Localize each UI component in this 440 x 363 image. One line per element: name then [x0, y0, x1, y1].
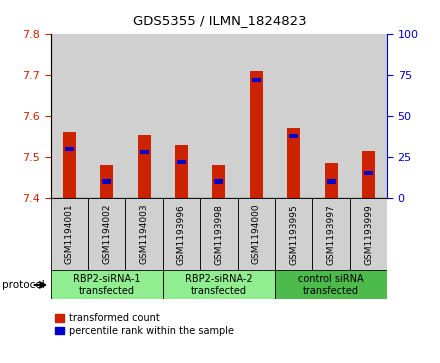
Bar — [200, 34, 238, 198]
Bar — [275, 270, 387, 299]
Bar — [326, 179, 336, 184]
Text: control siRNA
transfected: control siRNA transfected — [298, 274, 364, 296]
Bar — [51, 270, 163, 299]
Bar — [289, 134, 298, 138]
Bar — [177, 160, 186, 164]
Bar — [250, 71, 263, 198]
Bar — [163, 34, 200, 198]
Text: GSM1193998: GSM1193998 — [214, 204, 224, 265]
Text: GSM1194001: GSM1194001 — [65, 204, 74, 265]
Bar — [364, 171, 373, 175]
Text: GSM1194003: GSM1194003 — [139, 204, 149, 265]
Bar — [138, 135, 150, 198]
Text: RBP2-siRNA-1
transfected: RBP2-siRNA-1 transfected — [73, 274, 140, 296]
Bar — [238, 198, 275, 270]
Text: GSM1193997: GSM1193997 — [326, 204, 336, 265]
Bar — [100, 165, 113, 198]
Bar — [125, 34, 163, 198]
Bar — [350, 34, 387, 198]
Bar — [312, 198, 350, 270]
Bar — [350, 198, 387, 270]
Bar — [88, 34, 125, 198]
Bar — [125, 198, 163, 270]
Text: protocol: protocol — [2, 280, 45, 290]
Bar — [238, 34, 275, 198]
Bar — [51, 198, 88, 270]
Bar — [275, 34, 312, 198]
Bar — [213, 165, 225, 198]
Bar — [139, 150, 149, 154]
Text: RBP2-siRNA-2
transfected: RBP2-siRNA-2 transfected — [185, 274, 253, 296]
Bar — [362, 151, 375, 198]
Bar — [214, 179, 224, 184]
Text: GSM1193995: GSM1193995 — [289, 204, 298, 265]
Bar — [287, 129, 300, 198]
Bar — [88, 198, 125, 270]
Bar — [175, 145, 188, 198]
Bar — [200, 198, 238, 270]
Bar — [163, 270, 275, 299]
Bar — [252, 78, 261, 82]
Bar — [325, 163, 337, 198]
Legend: transformed count, percentile rank within the sample: transformed count, percentile rank withi… — [55, 313, 234, 336]
Text: GSM1194000: GSM1194000 — [252, 204, 261, 265]
Bar — [275, 198, 312, 270]
Bar — [65, 147, 74, 151]
Bar — [51, 34, 88, 198]
Text: GSM1193996: GSM1193996 — [177, 204, 186, 265]
Text: GSM1193999: GSM1193999 — [364, 204, 373, 265]
Text: GDS5355 / ILMN_1824823: GDS5355 / ILMN_1824823 — [133, 15, 307, 28]
Text: GSM1194002: GSM1194002 — [102, 204, 111, 264]
Bar — [163, 198, 200, 270]
Bar — [312, 34, 350, 198]
Bar — [102, 179, 111, 184]
Bar — [63, 132, 76, 198]
